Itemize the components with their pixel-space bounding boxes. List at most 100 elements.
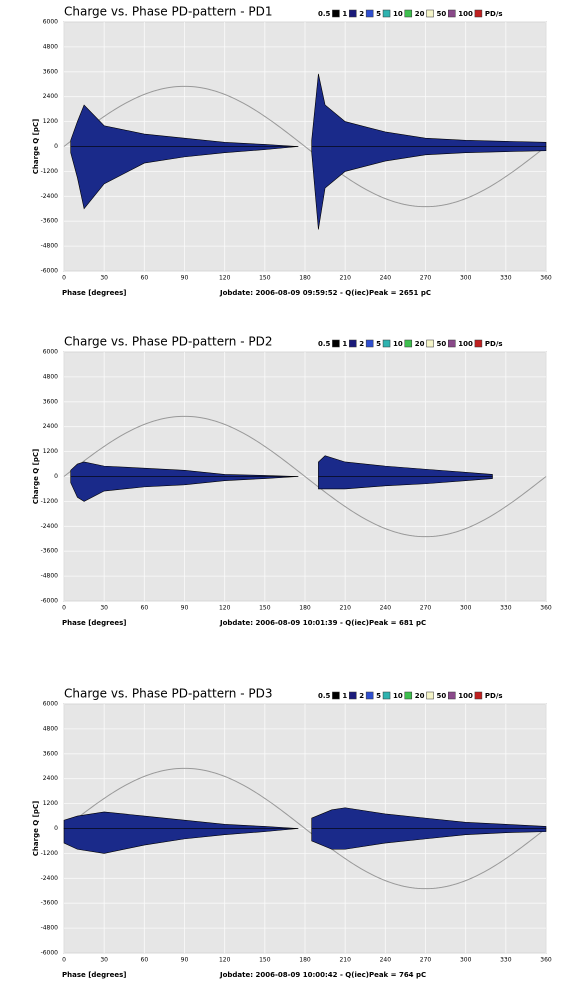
- y-tick-label: -3600: [41, 900, 59, 907]
- legend-label: 2: [359, 692, 364, 700]
- y-tick-label: 2400: [43, 775, 58, 782]
- y-tick-label: 3600: [43, 398, 58, 405]
- y-tick-label: -2400: [41, 875, 59, 882]
- pd-cloud: [70, 146, 299, 210]
- y-tick-label: -3600: [41, 548, 59, 555]
- legend-swatch: [332, 691, 340, 700]
- x-tick-label: 60: [141, 275, 149, 282]
- footer: Jobdate: 2006-08-09 09:59:52 - Q(iec)Pea…: [219, 289, 431, 297]
- legend-swatch: [349, 691, 357, 700]
- x-tick-label: 0: [62, 957, 66, 964]
- pd-cloud: [311, 828, 547, 850]
- y-tick-label: 6000: [43, 349, 58, 356]
- legend-swatch: [332, 9, 340, 18]
- legend-label: 20: [415, 10, 425, 18]
- x-tick-label: 300: [460, 957, 472, 964]
- chart-title: Charge vs. Phase PD-pattern - PD1: [64, 5, 272, 19]
- x-tick-label: 150: [259, 275, 271, 282]
- x-tick-label: 60: [141, 957, 149, 964]
- x-tick-label: 60: [141, 605, 149, 612]
- y-tick-label: 2400: [43, 93, 58, 100]
- chart-title: Charge vs. Phase PD-pattern - PD2: [64, 335, 272, 349]
- x-tick-label: 90: [181, 275, 189, 282]
- y-axis-label: Charge Q [pC]: [32, 449, 40, 504]
- x-tick-label: 120: [219, 275, 231, 282]
- legend-label: 0.5: [318, 340, 331, 348]
- x-tick-label: 30: [100, 275, 108, 282]
- legend-swatch: [426, 691, 434, 700]
- legend-label: 50: [437, 340, 447, 348]
- legend-label: 5: [376, 340, 381, 348]
- legend-label: 20: [415, 340, 425, 348]
- y-tick-label: 4800: [43, 373, 58, 380]
- legend-label: 1: [342, 340, 347, 348]
- x-tick-label: 210: [339, 605, 351, 612]
- pd-cloud: [63, 828, 299, 854]
- legend-label: 20: [415, 692, 425, 700]
- x-axis-label: Phase [degrees]: [62, 619, 126, 627]
- pd-cloud: [318, 476, 493, 490]
- x-tick-label: 270: [420, 957, 432, 964]
- x-tick-label: 30: [100, 605, 108, 612]
- pd-chart: Charge vs. Phase PD-pattern - PD2 6000 480…: [32, 335, 552, 628]
- y-tick-label: 3600: [43, 750, 58, 757]
- y-tick-label: -3600: [41, 218, 59, 225]
- x-tick-label: 180: [299, 605, 311, 612]
- y-tick-label: -6000: [41, 598, 59, 605]
- pd-cloud: [63, 811, 299, 829]
- y-tick-label: -6000: [41, 950, 59, 957]
- legend-label: 1: [342, 692, 347, 700]
- y-tick-label: -2400: [41, 193, 59, 200]
- legend-swatch: [382, 339, 391, 348]
- legend-swatch: [365, 9, 374, 18]
- legend-swatch: [474, 339, 483, 348]
- y-tick-label: 4800: [43, 43, 58, 50]
- legend-label: 5: [376, 692, 381, 700]
- y-tick-label: 1200: [43, 448, 58, 455]
- y-tick-label: 4800: [43, 725, 58, 732]
- legend-unit: PD/s: [485, 10, 503, 18]
- y-tick-label: 0: [54, 825, 58, 832]
- pd-cloud: [70, 461, 299, 477]
- y-tick-label: -4800: [41, 925, 59, 932]
- pd-cloud: [70, 476, 299, 502]
- legend-swatch: [382, 9, 391, 18]
- x-tick-label: 300: [460, 605, 472, 612]
- legend-swatch: [426, 9, 434, 18]
- x-tick-label: 120: [219, 957, 231, 964]
- y-tick-label: 6000: [43, 19, 58, 26]
- x-tick-label: 360: [540, 957, 552, 964]
- x-tick-label: 150: [259, 957, 271, 964]
- y-axis-label: Charge Q [pC]: [32, 119, 40, 174]
- pd-cloud: [311, 73, 547, 147]
- y-tick-label: -2400: [41, 523, 59, 530]
- legend-swatch: [365, 339, 374, 348]
- legend-swatch: [404, 339, 413, 348]
- legend-unit: PD/s: [485, 692, 503, 700]
- reference-sine: [63, 415, 547, 538]
- y-tick-label: -1200: [41, 498, 59, 505]
- legend-swatch: [349, 339, 357, 348]
- legend-swatch: [426, 339, 434, 348]
- legend-swatch: [448, 9, 456, 18]
- legend-label: 100: [458, 10, 473, 18]
- x-tick-label: 360: [540, 605, 552, 612]
- legend-swatch: [448, 691, 456, 700]
- legend-swatch: [349, 9, 357, 18]
- chart-title: Charge vs. Phase PD-pattern - PD3: [64, 687, 272, 701]
- y-axis-label: Charge Q [pC]: [32, 801, 40, 856]
- x-tick-label: 120: [219, 605, 231, 612]
- x-axis-label: Phase [degrees]: [62, 289, 126, 297]
- x-tick-label: 330: [500, 957, 512, 964]
- legend-label: 100: [458, 692, 473, 700]
- y-tick-label: 3600: [43, 68, 58, 75]
- legend-label: 10: [393, 340, 403, 348]
- x-tick-label: 0: [62, 605, 66, 612]
- legend-label: 1: [342, 10, 347, 18]
- y-tick-label: 0: [54, 143, 58, 150]
- pd-cloud: [311, 807, 547, 829]
- x-tick-label: 270: [420, 605, 432, 612]
- x-tick-label: 90: [181, 957, 189, 964]
- legend-swatch: [382, 691, 391, 700]
- y-tick-label: 6000: [43, 701, 58, 708]
